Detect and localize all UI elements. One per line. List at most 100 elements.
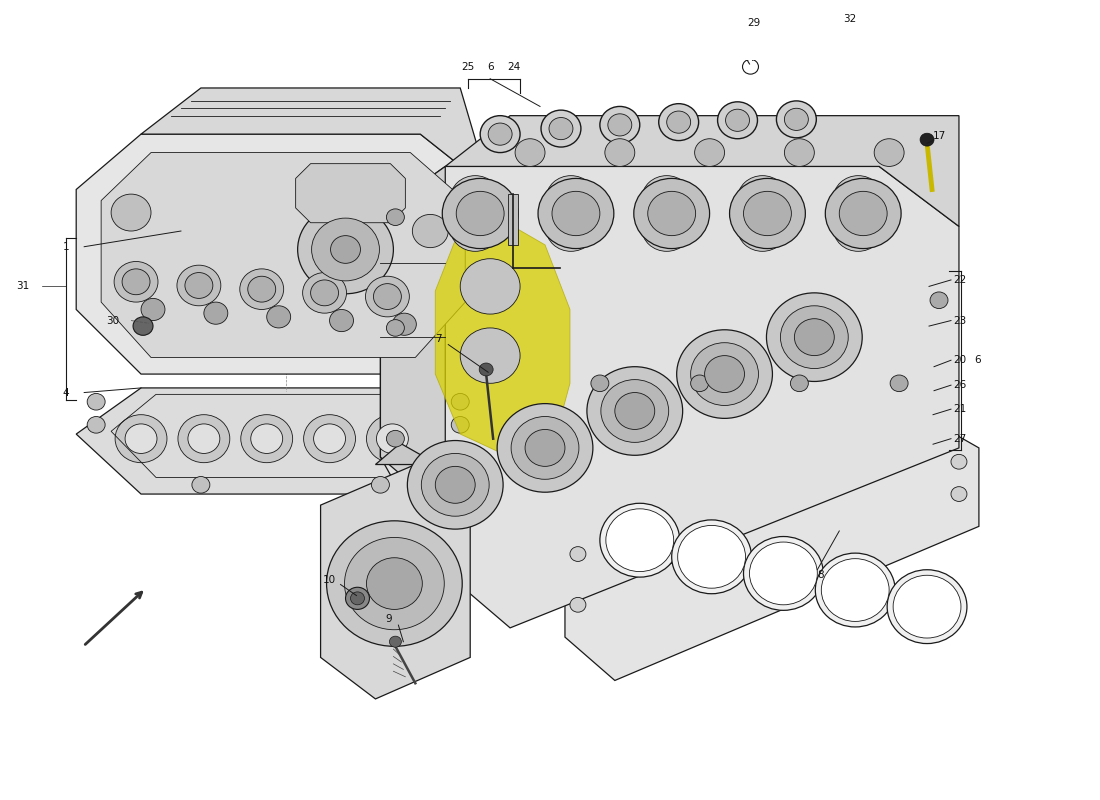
Circle shape xyxy=(442,178,518,249)
Circle shape xyxy=(641,205,692,251)
Circle shape xyxy=(678,526,746,588)
Circle shape xyxy=(546,205,596,251)
Text: 23: 23 xyxy=(953,315,966,326)
Circle shape xyxy=(122,269,150,294)
Circle shape xyxy=(451,394,470,410)
Circle shape xyxy=(546,176,596,222)
Circle shape xyxy=(331,236,361,263)
Circle shape xyxy=(327,521,462,646)
Circle shape xyxy=(525,430,565,466)
Text: 30: 30 xyxy=(106,315,119,326)
Circle shape xyxy=(780,306,848,369)
Circle shape xyxy=(351,592,364,605)
Text: a passion for perfection: a passion for perfection xyxy=(249,466,513,486)
Circle shape xyxy=(248,276,276,302)
Circle shape xyxy=(114,262,158,302)
Circle shape xyxy=(386,209,405,226)
Circle shape xyxy=(366,414,418,462)
Text: 17: 17 xyxy=(933,131,946,141)
Circle shape xyxy=(815,553,895,627)
Circle shape xyxy=(729,178,805,249)
Circle shape xyxy=(178,414,230,462)
Circle shape xyxy=(591,375,609,392)
Circle shape xyxy=(240,269,284,310)
Circle shape xyxy=(744,537,823,610)
Circle shape xyxy=(344,538,444,630)
Polygon shape xyxy=(76,134,491,374)
Polygon shape xyxy=(101,153,465,358)
Circle shape xyxy=(412,214,449,248)
Circle shape xyxy=(549,118,573,140)
Circle shape xyxy=(488,123,513,145)
Circle shape xyxy=(952,486,967,502)
Circle shape xyxy=(481,116,520,153)
Polygon shape xyxy=(375,443,470,505)
Polygon shape xyxy=(320,465,470,699)
Polygon shape xyxy=(446,116,959,226)
Text: 27: 27 xyxy=(953,434,966,444)
Circle shape xyxy=(834,205,883,251)
Text: 20: 20 xyxy=(953,355,966,366)
Circle shape xyxy=(376,424,408,454)
Circle shape xyxy=(141,298,165,321)
Circle shape xyxy=(365,276,409,317)
Circle shape xyxy=(705,356,745,393)
Circle shape xyxy=(251,424,283,454)
Circle shape xyxy=(606,509,673,571)
Circle shape xyxy=(393,313,416,335)
Circle shape xyxy=(460,328,520,383)
Circle shape xyxy=(345,587,370,610)
Circle shape xyxy=(302,273,346,313)
Text: 26: 26 xyxy=(953,380,966,390)
Circle shape xyxy=(667,111,691,133)
Circle shape xyxy=(601,380,669,442)
Circle shape xyxy=(672,520,751,594)
Circle shape xyxy=(737,176,788,222)
Circle shape xyxy=(676,330,772,418)
Text: 8: 8 xyxy=(817,570,824,580)
Circle shape xyxy=(605,138,635,166)
Circle shape xyxy=(887,570,967,643)
Circle shape xyxy=(372,477,389,493)
Circle shape xyxy=(87,417,106,433)
Polygon shape xyxy=(508,194,518,245)
Text: eurospares: eurospares xyxy=(152,377,609,446)
Circle shape xyxy=(191,477,210,493)
Circle shape xyxy=(634,178,710,249)
Circle shape xyxy=(330,310,353,332)
Circle shape xyxy=(436,466,475,503)
Polygon shape xyxy=(141,88,491,190)
Circle shape xyxy=(266,306,290,328)
Circle shape xyxy=(615,393,654,430)
Text: 25: 25 xyxy=(462,62,475,72)
Circle shape xyxy=(893,575,961,638)
Circle shape xyxy=(456,191,504,236)
Text: 1: 1 xyxy=(63,242,69,252)
Circle shape xyxy=(116,414,167,462)
Circle shape xyxy=(298,205,394,294)
Text: 7: 7 xyxy=(436,334,442,344)
Circle shape xyxy=(450,176,500,222)
Text: 21: 21 xyxy=(953,404,966,414)
Circle shape xyxy=(570,598,586,612)
Circle shape xyxy=(600,106,640,143)
Circle shape xyxy=(538,178,614,249)
Circle shape xyxy=(777,101,816,138)
Circle shape xyxy=(791,375,808,392)
Circle shape xyxy=(920,133,934,146)
Text: 085: 085 xyxy=(711,393,948,503)
Circle shape xyxy=(204,302,228,324)
Circle shape xyxy=(952,454,967,469)
Text: 4: 4 xyxy=(63,387,69,398)
Circle shape xyxy=(737,205,788,251)
Polygon shape xyxy=(296,164,406,222)
Circle shape xyxy=(890,375,909,392)
Circle shape xyxy=(552,191,600,236)
Circle shape xyxy=(749,542,817,605)
Circle shape xyxy=(570,546,586,562)
Circle shape xyxy=(784,108,808,130)
Circle shape xyxy=(125,424,157,454)
Text: 22: 22 xyxy=(953,275,966,285)
Text: 6: 6 xyxy=(487,62,494,72)
Circle shape xyxy=(515,138,544,166)
